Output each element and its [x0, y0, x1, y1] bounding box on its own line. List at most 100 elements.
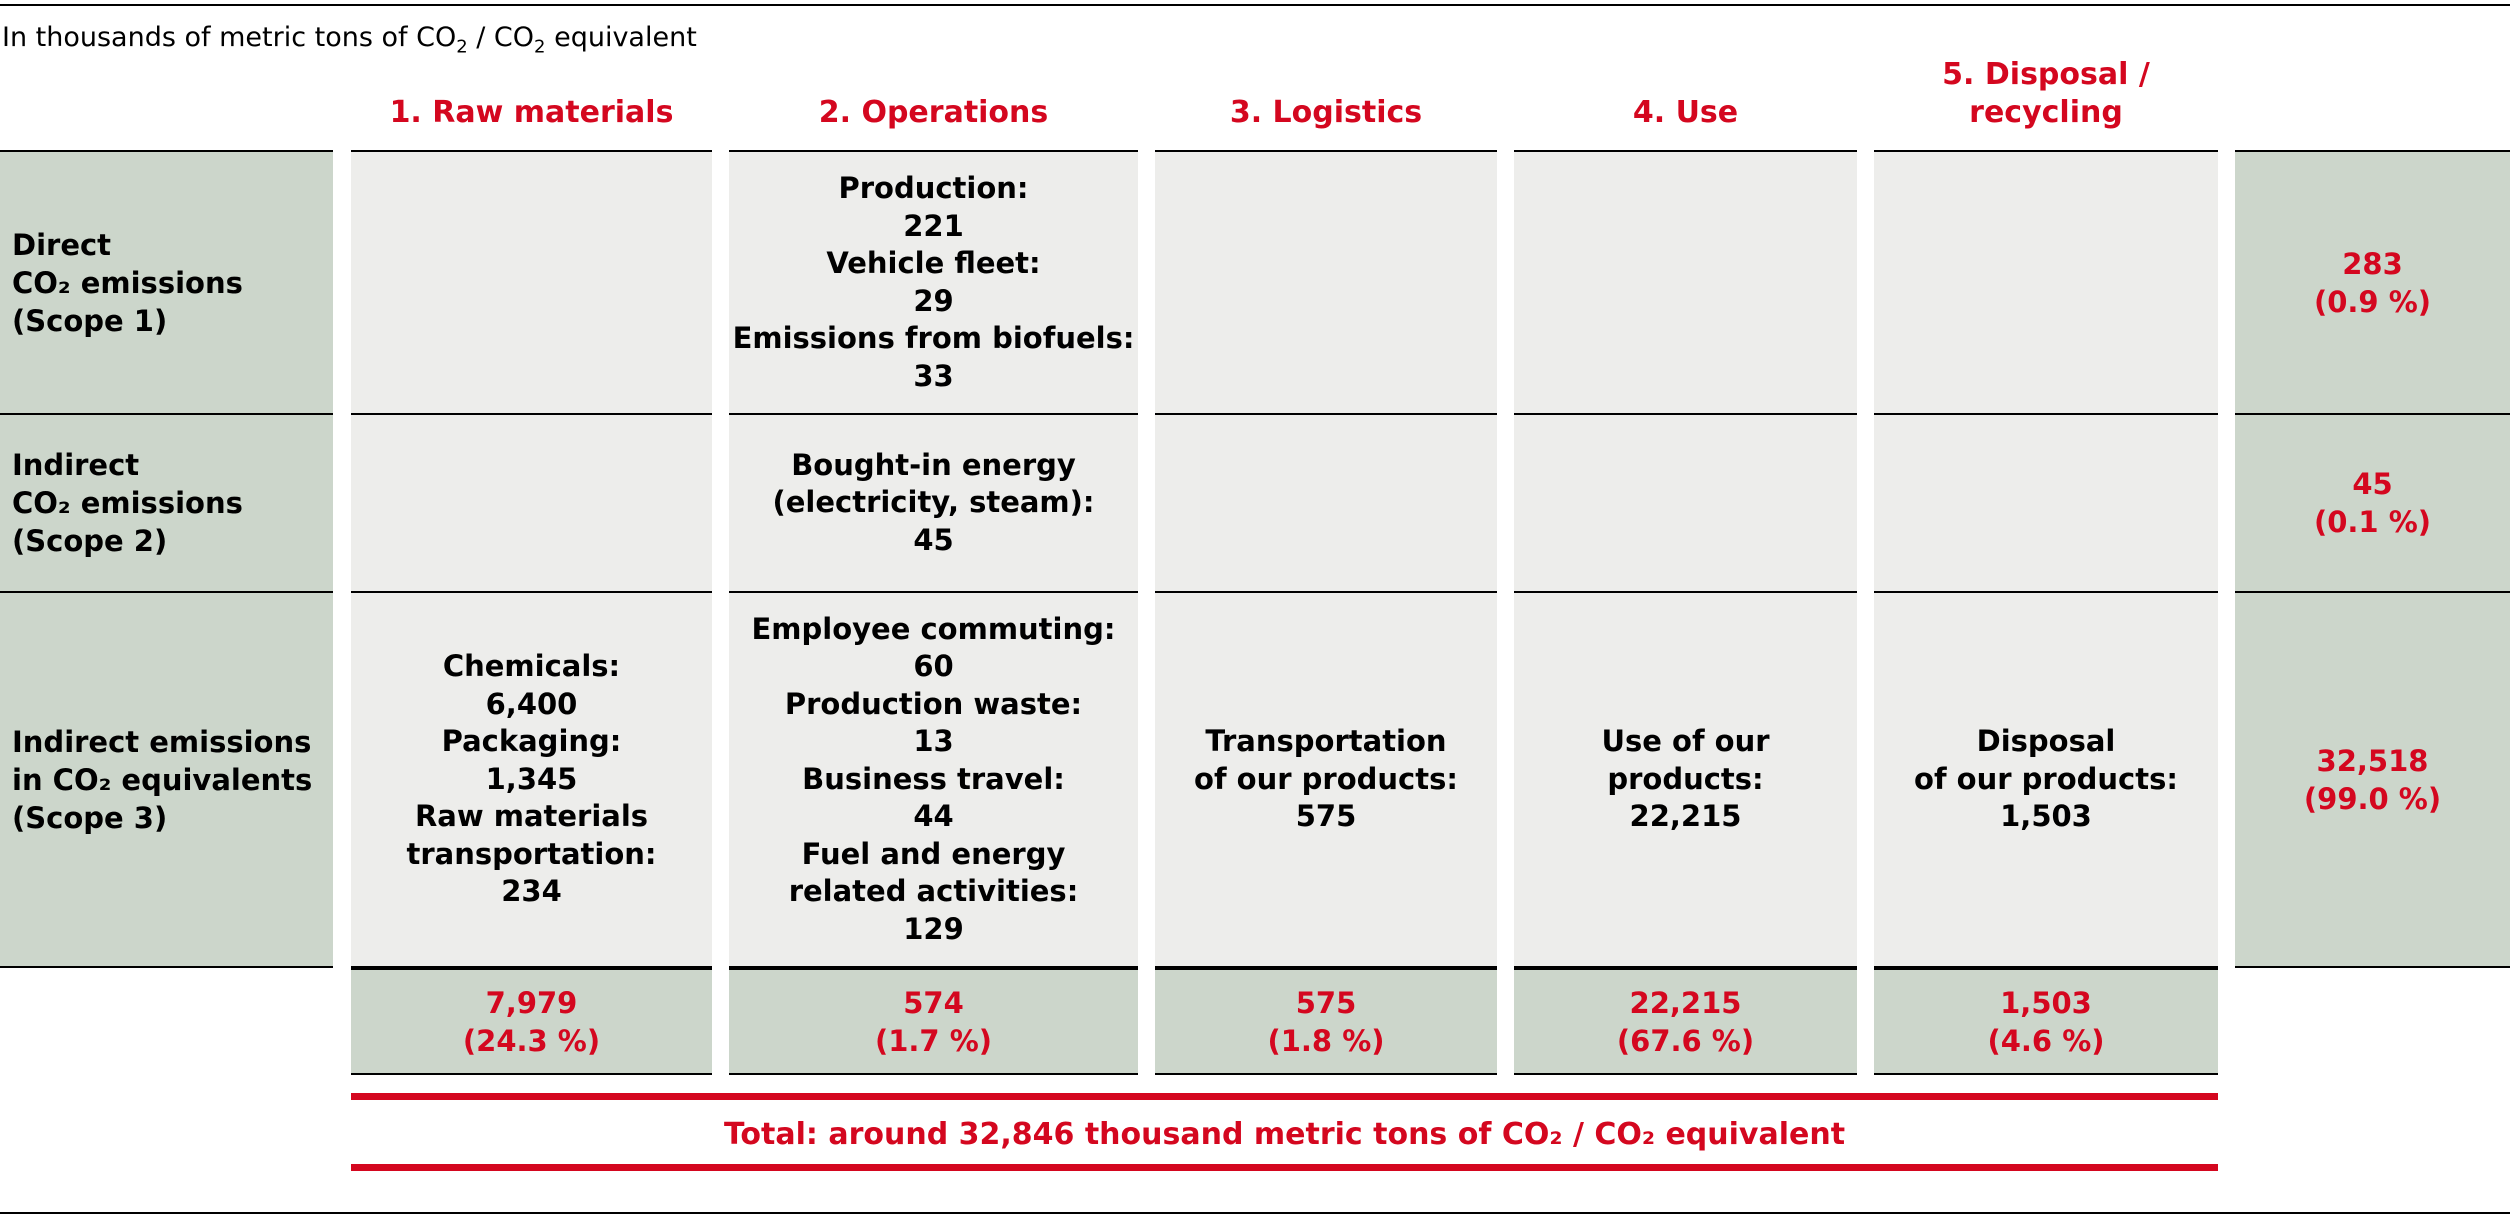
cell-scope-3-col-3: Transportation of our products: 575: [1155, 591, 1497, 968]
text-line: 45: [913, 522, 954, 557]
text-line: 575: [1295, 799, 1357, 834]
row-header-scope-2: Indirect CO₂ emissions (Scope 2): [0, 413, 333, 591]
row-total-scope-2: 45 (0.1 %): [2235, 413, 2510, 591]
text-line: CO₂ emissions: [12, 265, 243, 300]
text-line: Chemicals:: [442, 649, 621, 684]
text-line: CO₂ emissions: [12, 486, 243, 520]
column-header-5: 5. Disposal / recycling: [1874, 52, 2218, 132]
column-total-5: 1,503 (4.6 %): [1874, 968, 2218, 1075]
text-line: in CO₂ equivalents: [12, 762, 313, 797]
text-line: (4.6 %): [1987, 1023, 2105, 1058]
text-line: (Scope 1): [12, 303, 168, 338]
unit-label: In thousands of metric tons of CO2 / CO2…: [2, 22, 697, 58]
cell-scope-2-col-5: [1874, 413, 2218, 591]
total-top-bar: [351, 1093, 2218, 1100]
header-line: 2. Operations: [818, 95, 1049, 130]
text-line: Disposal: [1976, 724, 2116, 759]
text-line: Packaging:: [441, 724, 622, 759]
text-line: 283: [2342, 246, 2403, 281]
cell-scope-3-col-5: Disposal of our products: 1,503: [1874, 591, 2218, 968]
text-line: 574: [903, 985, 964, 1020]
cell-scope-2-col-1: [351, 413, 712, 591]
text-line: 129: [903, 911, 964, 946]
text-line: (1.8 %): [1267, 1023, 1385, 1058]
column-total-3: 575 (1.8 %): [1155, 968, 1497, 1075]
text-line: 44: [913, 799, 954, 834]
text-line: 221: [903, 208, 964, 243]
text-line: related activities:: [788, 874, 1079, 909]
column-header-1: 1. Raw materials: [351, 52, 712, 132]
text-line: Emissions from biofuels:: [732, 321, 1135, 355]
text-line: Production:: [838, 171, 1029, 205]
grand-total: Total: around 32,846 thousand metric ton…: [723, 1116, 1846, 1152]
text-line: (Scope 2): [12, 524, 168, 558]
text-line: (24.3 %): [462, 1023, 601, 1058]
header-line: recycling: [1969, 95, 2123, 130]
text-line: 13: [913, 724, 954, 759]
cell-scope-1-col-3: [1155, 150, 1497, 413]
header-line: 4. Use: [1632, 95, 1739, 130]
top-rule: [0, 4, 2510, 6]
bottom-rule: [0, 1212, 2510, 1214]
text-line: 45: [2352, 467, 2393, 501]
text-line: 33: [913, 358, 954, 393]
text-line: Fuel and energy: [801, 836, 1066, 871]
column-header-4: 4. Use: [1514, 52, 1857, 132]
text-line: 60: [913, 649, 954, 684]
cell-scope-1-col-1: [351, 150, 712, 413]
column-total-2: 574 (1.7 %): [729, 968, 1138, 1075]
cell-scope-3-col-2: Employee commuting: 60 Production waste: 13…: [729, 591, 1138, 968]
column-header-2: 2. Operations: [729, 52, 1138, 132]
cell-scope-3-col-1: Chemicals: 6,400 Packaging: 1,345 Raw materi…: [351, 591, 712, 968]
text-line: of our products:: [1914, 761, 2178, 796]
text-line: Indirect: [12, 448, 140, 482]
text-line: (0.9 %): [2313, 284, 2432, 319]
text-line: Use of our: [1601, 724, 1770, 759]
text-line: 1,345: [485, 761, 578, 796]
text-line: transportation:: [406, 836, 657, 871]
text-line: of our products:: [1194, 761, 1458, 796]
text-line: products:: [1607, 761, 1764, 796]
text-line: 6,400: [485, 686, 578, 721]
text-line: Transportation: [1205, 724, 1447, 759]
text-line: 7,979: [485, 985, 578, 1020]
text-line: 32,518: [2316, 743, 2429, 778]
text-line: (67.6 %): [1616, 1023, 1755, 1058]
cell-scope-2-col-3: [1155, 413, 1497, 591]
cell-scope-3-col-4: Use of our products: 22,215: [1514, 591, 1857, 968]
header-line: 1. Raw materials: [389, 95, 674, 130]
row-total-scope-3: 32,518 (99.0 %): [2235, 591, 2510, 968]
text-line: 22,215: [1629, 985, 1742, 1020]
text-line: Vehicle fleet:: [826, 246, 1041, 280]
text-line: 22,215: [1629, 799, 1742, 834]
text-line: Business travel:: [802, 761, 1065, 796]
text-line: 1,503: [2000, 985, 2092, 1020]
text-line: Direct: [12, 227, 112, 262]
text-line: (Scope 3): [12, 800, 168, 835]
cell-scope-1-col-4: [1514, 150, 1857, 413]
text-line: Employee commuting:: [751, 611, 1116, 646]
text-line: Indirect emissions: [12, 724, 312, 759]
text-line: (99.0 %): [2303, 781, 2442, 816]
row-header-scope-3: Indirect emissions in CO₂ equivalents (Sco…: [0, 591, 333, 968]
column-total-1: 7,979 (24.3 %): [351, 968, 712, 1075]
header-line: 3. Logistics: [1229, 95, 1423, 130]
text-line: (1.7 %): [874, 1023, 993, 1058]
text-line: 234: [501, 874, 562, 909]
cell-scope-2-col-4: [1514, 413, 1857, 591]
text-line: (electricity, steam):: [772, 485, 1095, 520]
text-line: 29: [913, 283, 954, 318]
cell-scope-1-col-5: [1874, 150, 2218, 413]
row-total-scope-1: 283 (0.9 %): [2235, 150, 2510, 413]
text-line: Production waste:: [784, 686, 1083, 721]
header-line: 5. Disposal /: [1942, 57, 2150, 92]
row-header-scope-1: Direct CO₂ emissions (Scope 1): [0, 150, 333, 413]
column-header-3: 3. Logistics: [1155, 52, 1497, 132]
cell-scope-2-col-2: Bought-in energy (electricity, steam): 45: [729, 413, 1138, 591]
total-bottom-bar: [351, 1164, 2218, 1171]
text-line: 1,503: [2000, 799, 2092, 834]
text-line: (0.1 %): [2313, 505, 2432, 539]
column-total-4: 22,215 (67.6 %): [1514, 968, 1857, 1075]
text-line: Raw materials: [414, 799, 649, 834]
text-line: 575: [1295, 985, 1357, 1020]
